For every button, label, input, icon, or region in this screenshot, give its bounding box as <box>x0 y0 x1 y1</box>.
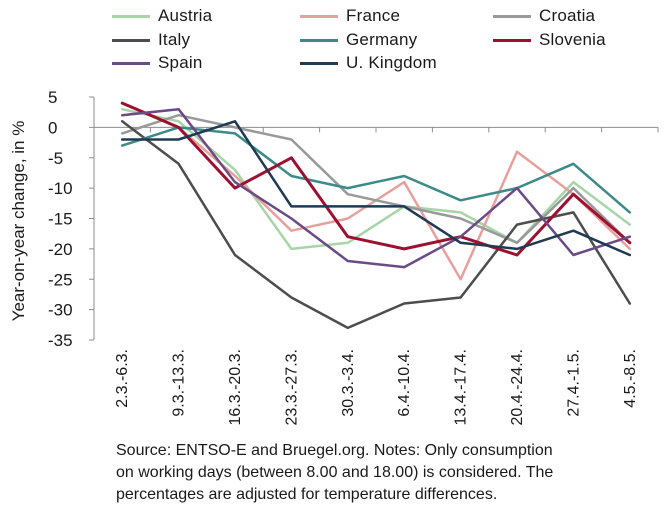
x-tick-label: 16.3.-20.3. <box>227 349 244 426</box>
x-tick-label: 30.3.-3.4. <box>340 349 357 417</box>
legend-label: Austria <box>158 6 213 25</box>
legend-swatch <box>300 14 338 18</box>
legend-item: Italy <box>112 29 190 51</box>
y-tick-label: -35 <box>48 331 73 350</box>
legend-label: Slovenia <box>539 30 606 49</box>
legend-swatch <box>493 14 531 18</box>
y-tick-label: -25 <box>48 270 73 289</box>
x-tick-label: 6.4.-10.4. <box>396 349 413 417</box>
y-tick-label: -20 <box>48 240 73 259</box>
series-lines <box>120 101 632 330</box>
x-tick-label: 20.4.-24.4. <box>509 349 526 426</box>
legend-swatch <box>493 38 531 42</box>
series-line <box>120 101 632 257</box>
y-tick-label: -10 <box>48 179 73 198</box>
y-tick-label: 0 <box>48 118 57 137</box>
legend-item: Austria <box>112 5 212 27</box>
series-line <box>120 120 632 257</box>
y-tick-label: -15 <box>48 210 73 229</box>
y-tick-label: 5 <box>48 88 57 107</box>
x-tick-label: 2.3.-6.3. <box>114 349 131 408</box>
x-tick-label: 4.5.-8.5. <box>622 349 639 408</box>
legend-item: Spain <box>112 52 202 74</box>
legend-label: France <box>346 6 401 25</box>
x-tick-label: 27.4.-1.5. <box>565 349 582 417</box>
legend-item: Croatia <box>493 5 595 27</box>
legend-label: Croatia <box>539 6 596 25</box>
x-tick-label: 23.3.-27.3. <box>283 349 300 426</box>
legend-label: Germany <box>346 30 418 49</box>
legend-label: U. Kingdom <box>346 53 437 72</box>
series-line <box>120 113 632 245</box>
source-note-line: percentages are adjusted for temperature… <box>116 486 498 503</box>
legend-swatch <box>300 38 338 42</box>
source-note-line: on working days (between 8.00 and 18.00)… <box>116 464 554 481</box>
source-note: Source: ENTSO-E and Bruegel.org. Notes: … <box>116 440 664 506</box>
x-tick-label: 9.3.-13.3. <box>171 349 188 417</box>
legend-item: Germany <box>300 29 417 51</box>
x-tick-label: 13.4.-17.4. <box>453 349 470 426</box>
series-line <box>120 120 632 330</box>
legend-label: Italy <box>158 30 191 49</box>
legend-swatch <box>112 14 150 18</box>
series-line <box>120 107 632 269</box>
legend-item: France <box>300 5 400 27</box>
legend-swatch <box>112 61 150 65</box>
legend-swatch <box>300 61 338 65</box>
source-note-line: Source: ENTSO-E and Bruegel.org. Notes: … <box>116 442 553 459</box>
legend-swatch <box>112 38 150 42</box>
y-tick-label: -5 <box>48 149 63 168</box>
legend-label: Spain <box>158 53 203 72</box>
y-axis-label: Year-on-year change, in % <box>9 121 28 322</box>
axes: 5 0 -5 -10 -15 -20 -25 -30 -35 2.3.-6.3. 9.3.-13.3… <box>48 88 659 426</box>
legend-item: U. Kingdom <box>300 52 437 74</box>
y-tick-label: -30 <box>48 301 73 320</box>
legend-item: Slovenia <box>493 29 606 51</box>
